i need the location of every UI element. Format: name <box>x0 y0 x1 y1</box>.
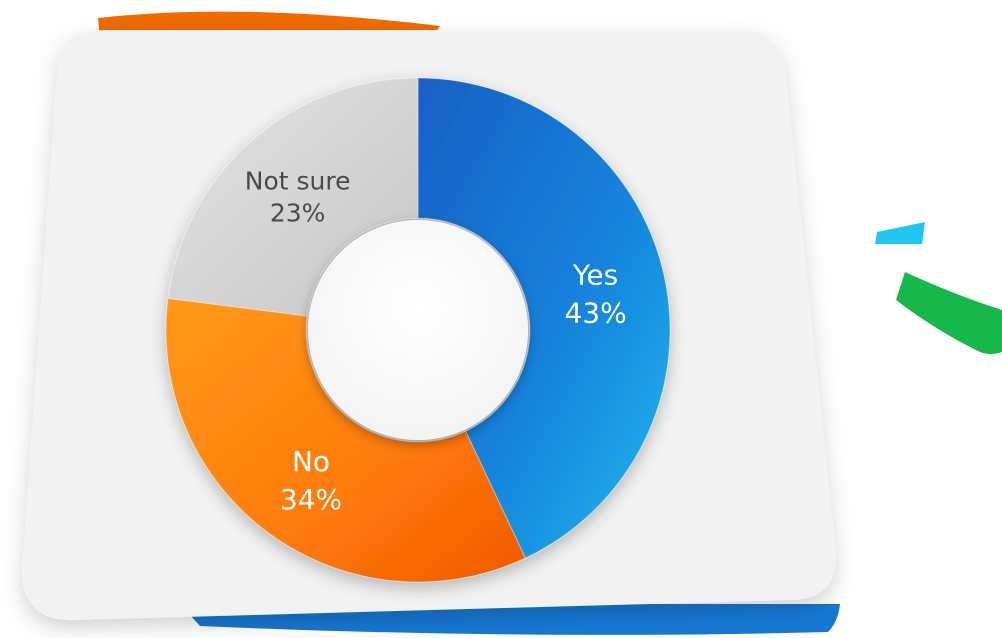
slice-label-no: No <box>292 445 330 478</box>
cyan-accent-shard <box>875 222 925 244</box>
slice-no <box>165 297 526 583</box>
slice-yes <box>417 77 671 559</box>
slice-label-yes: Yes <box>572 258 618 291</box>
slice-labels: Yes 43% No 34% Not sure 23% <box>245 166 627 516</box>
donut-hole <box>308 220 528 440</box>
slice-value-not-sure: 23% <box>270 198 326 227</box>
green-accent-shard <box>896 272 1002 354</box>
slice-value-yes: 43% <box>564 296 626 329</box>
slice-label-not-sure: Not sure <box>245 166 351 195</box>
slice-not-sure <box>167 77 419 317</box>
slice-value-no: 34% <box>280 483 342 516</box>
donut-ring <box>165 77 671 583</box>
